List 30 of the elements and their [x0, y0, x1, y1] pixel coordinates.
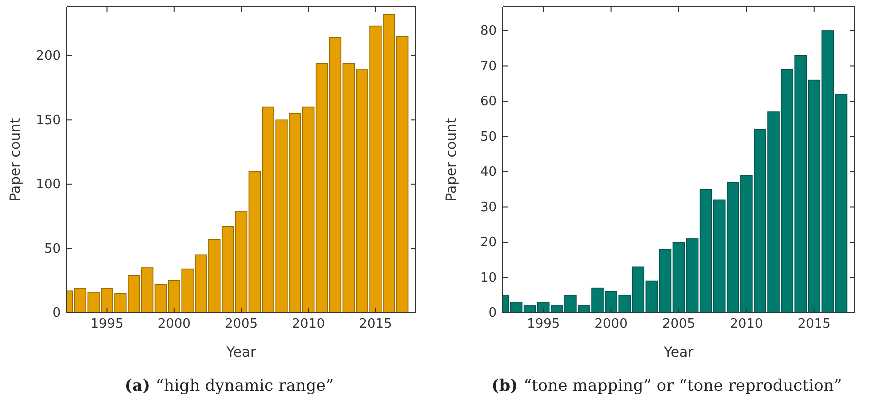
- text: (a) “high dynamic range”: [124, 376, 334, 395]
- y-axis-title: Paper count: [8, 118, 24, 202]
- x-tick-label: 2000: [158, 317, 191, 332]
- y-tick-label: 70: [480, 59, 497, 74]
- y-tick-label: 200: [36, 49, 61, 64]
- y-tick-label: 0: [488, 306, 497, 322]
- x-axis-title: Year: [663, 345, 694, 361]
- y-tick-label: 100: [36, 178, 61, 193]
- y-tick-label: 80: [480, 24, 497, 40]
- text: (b) “tone mapping” or “tone reproduction”: [492, 376, 842, 395]
- y-tick-label: 60: [480, 94, 497, 110]
- y-tick-label: 30: [480, 200, 497, 216]
- y-tick-label: 40: [480, 165, 497, 180]
- y-axis-title: Paper count: [444, 118, 460, 202]
- x-tick-label: 2005: [662, 317, 696, 332]
- x-tick-label: 2005: [224, 317, 258, 332]
- x-tick-label: 2010: [292, 317, 326, 332]
- x-tick-label: 2010: [730, 317, 764, 332]
- y-tick-label: 20: [480, 236, 497, 251]
- x-tick-label: 2000: [594, 317, 628, 332]
- x-tick-label: 2015: [359, 317, 392, 332]
- y-tick-label: 150: [36, 113, 61, 128]
- x-tick-label: 1995: [527, 317, 560, 332]
- x-tick-label: 2015: [798, 317, 831, 332]
- y-tick-label: 10: [480, 270, 497, 286]
- y-tick-label: 50: [480, 130, 497, 145]
- y-tick-label: 50: [44, 242, 61, 257]
- x-tick-label: 1995: [90, 317, 124, 332]
- x-axis-title: Year: [226, 345, 257, 361]
- y-tick-label: 0: [52, 306, 61, 322]
